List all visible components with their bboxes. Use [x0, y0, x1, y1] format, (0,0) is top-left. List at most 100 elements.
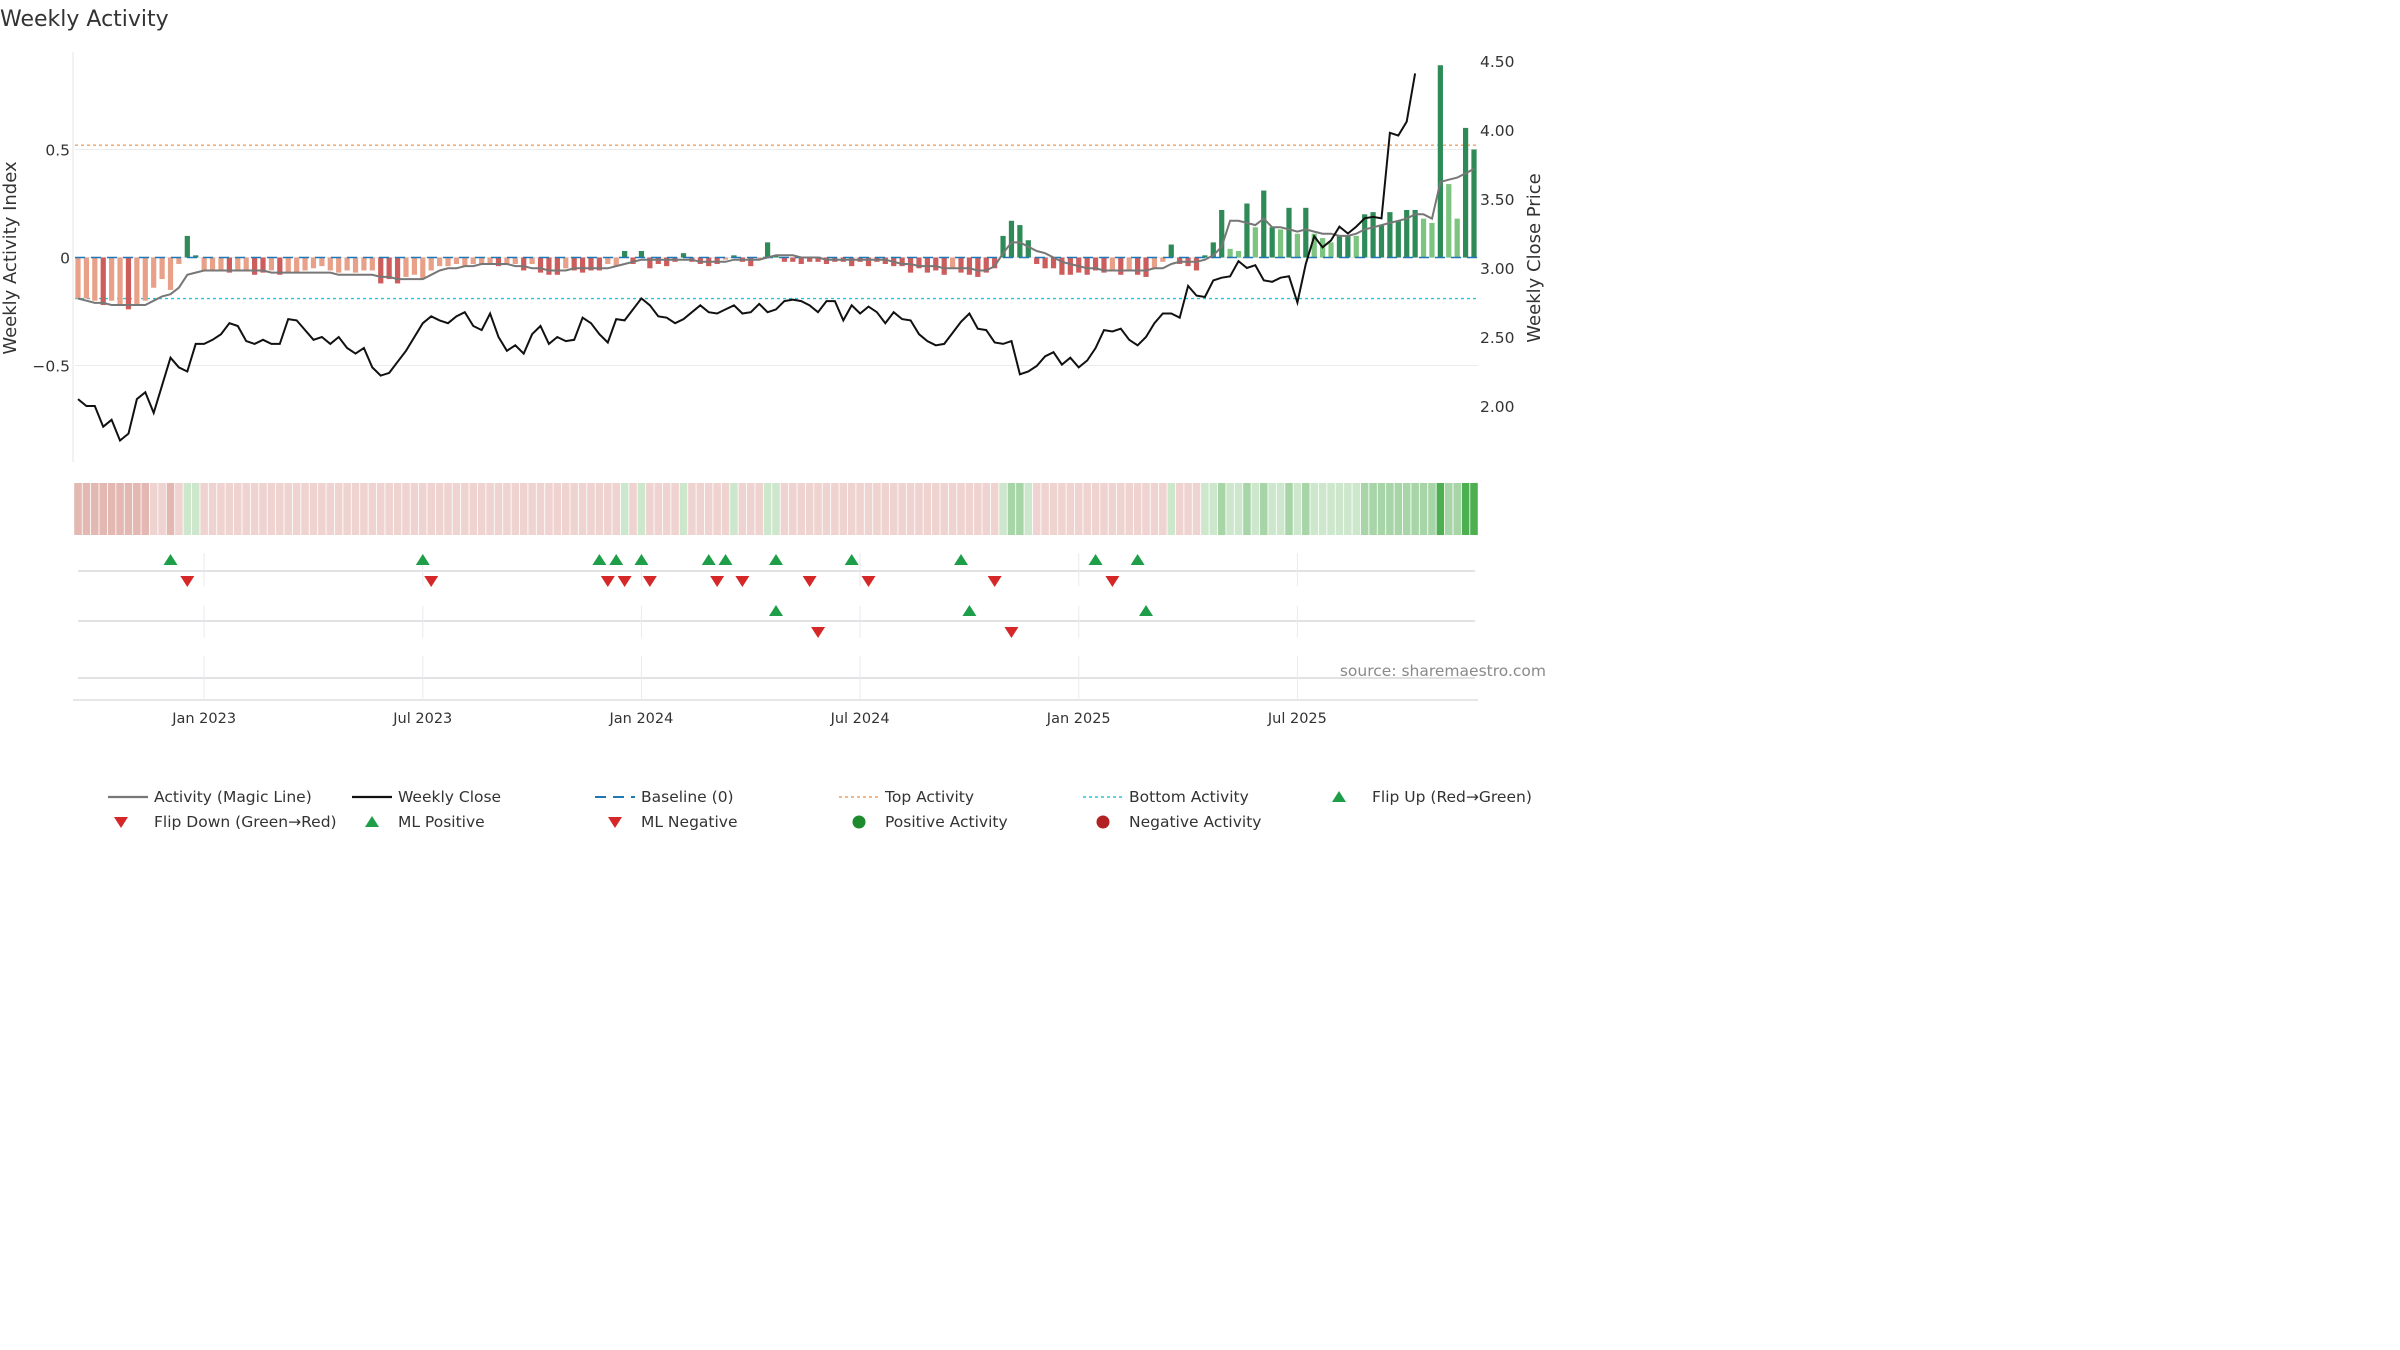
activity-bar [193, 255, 199, 258]
activity-bar [336, 257, 342, 273]
flip-down-marker [424, 576, 439, 587]
band-cell [696, 483, 705, 535]
activity-bar [512, 257, 518, 264]
band-cell [780, 483, 789, 535]
band-cell [738, 483, 747, 535]
band-cell [385, 483, 393, 535]
activity-bar [1395, 220, 1401, 258]
x-tick-label: Jul 2024 [830, 711, 890, 727]
activity-bar [1076, 257, 1082, 273]
left-tick-label: −0.5 [32, 358, 70, 376]
band-cell [1344, 483, 1352, 535]
activity-bar [579, 257, 586, 273]
ml-positive-marker [769, 605, 783, 616]
band-cell [166, 483, 175, 535]
band-cell [915, 483, 923, 535]
activity-bar [790, 257, 796, 262]
activity-bar [941, 257, 947, 275]
band-cell [1318, 483, 1327, 535]
activity-bar [1437, 65, 1443, 258]
activity-band-strip [74, 483, 1478, 535]
activity-bar [1420, 218, 1427, 258]
x-tick-label: Jul 2023 [392, 711, 452, 727]
band-cell [578, 483, 587, 535]
activity-bar [1168, 244, 1174, 258]
band-cell [772, 483, 780, 535]
activity-bar [1235, 251, 1242, 258]
activity-bar [1008, 220, 1015, 258]
flip-up-marker [1088, 554, 1103, 565]
flip-down-marker [861, 576, 876, 587]
band-cell [503, 483, 511, 535]
band-cell [797, 483, 806, 535]
band-cell [250, 483, 259, 535]
activity-bar [1370, 212, 1376, 258]
band-cell [149, 483, 158, 535]
activity-bar [1412, 209, 1418, 258]
band-cell [881, 483, 890, 535]
band-cell [570, 483, 578, 535]
activity-bar [1219, 209, 1225, 258]
activity-bar [1177, 257, 1183, 264]
activity-bar [302, 257, 308, 271]
activity-bar [487, 257, 493, 264]
band-cell [419, 483, 427, 535]
activity-bar [613, 257, 619, 267]
x-tick-label: Jan 2023 [171, 711, 236, 727]
band-cell [1142, 483, 1150, 535]
band-cell [477, 483, 486, 535]
x-tick-labels: Jan 2023 Jul 2023 Jan 2024 Jul 2024 Jan 2025… [171, 711, 1327, 727]
activity-bar [781, 257, 788, 262]
activity-bar [1101, 257, 1107, 273]
activity-bar [142, 257, 148, 301]
activity-bar [1092, 257, 1099, 271]
activity-bar [588, 257, 594, 271]
activity-bar [134, 257, 140, 306]
band-cell [1192, 483, 1201, 535]
band-cell [435, 483, 444, 535]
activity-bar [1378, 225, 1385, 258]
activity-bar [1286, 207, 1292, 258]
band-cell [587, 483, 595, 535]
band-cell [1175, 483, 1184, 535]
band-cell [1201, 483, 1209, 535]
right-tick-label: 4.00 [1480, 122, 1515, 140]
band-cell [284, 483, 293, 535]
band-cell [1007, 483, 1016, 535]
band-cell [646, 483, 654, 535]
activity-bar [352, 257, 359, 273]
band-cell [704, 483, 713, 535]
band-cell [1234, 483, 1243, 535]
band-cell [116, 483, 124, 535]
activity-bar [537, 257, 544, 273]
activity-bar [268, 257, 275, 271]
band-cell [822, 483, 831, 535]
band-cell [326, 483, 335, 535]
band-cell [662, 483, 671, 535]
activity-bar [294, 257, 300, 273]
band-cell [1167, 483, 1176, 535]
activity-bar [462, 257, 468, 267]
left-axis-label: Weekly Activity Index [0, 161, 21, 355]
band-cell [519, 483, 528, 535]
activity-bar [1429, 222, 1435, 258]
activity-bar [285, 257, 291, 273]
activity-bar [605, 257, 611, 264]
band-cell [276, 483, 284, 535]
band-cell [1377, 483, 1386, 535]
band-cell [1133, 483, 1142, 535]
activity-bar [1109, 257, 1115, 271]
band-cell [974, 483, 982, 535]
band-cell [654, 483, 663, 535]
right-tick-label: 3.50 [1480, 191, 1515, 209]
activity-bar [596, 257, 603, 271]
activity-bar [504, 257, 510, 264]
flip-down-marker [600, 576, 615, 587]
band-cell [1268, 483, 1276, 535]
band-cell [713, 483, 721, 535]
activity-bar [243, 257, 249, 271]
band-cell [511, 483, 520, 535]
band-cell [82, 483, 91, 535]
activity-bar [907, 257, 914, 273]
activity-bar [361, 257, 367, 271]
